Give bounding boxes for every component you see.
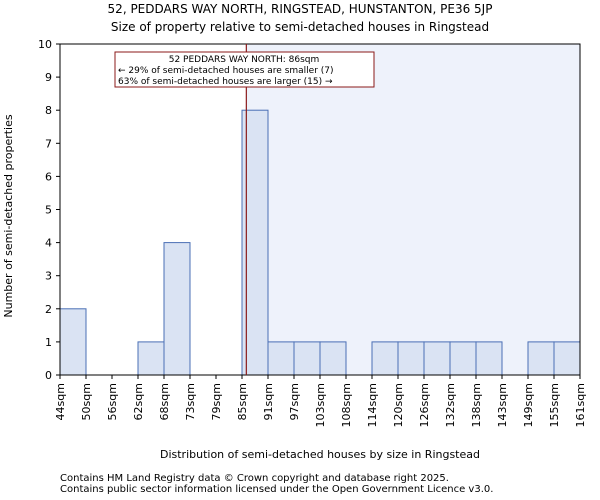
bar-120sqm bbox=[397, 341, 425, 376]
chart-subtitle: Size of property relative to semi-detach… bbox=[110, 20, 490, 34]
x-tick-label-126sqm: 126sqm bbox=[418, 383, 431, 427]
x-tick-label-114sqm: 114sqm bbox=[366, 383, 379, 427]
y-tick-label-5: 5 bbox=[45, 204, 52, 217]
x-tick-label-79sqm: 79sqm bbox=[210, 383, 223, 420]
x-tick-label-44sqm: 44sqm bbox=[54, 383, 67, 420]
y-tick-label-0: 0 bbox=[45, 369, 52, 382]
x-tick-label-68sqm: 68sqm bbox=[158, 383, 171, 420]
y-tick-label-10: 10 bbox=[38, 38, 52, 51]
bar-44sqm bbox=[59, 308, 87, 376]
y-tick-label-8: 8 bbox=[45, 104, 52, 117]
x-tick-label-103sqm: 103sqm bbox=[314, 383, 327, 427]
x-tick-label-97sqm: 97sqm bbox=[288, 383, 301, 420]
y-tick-label-1: 1 bbox=[45, 336, 52, 349]
y-axis-label: Number of semi-detached properties bbox=[2, 114, 15, 317]
x-tick-label-161sqm: 161sqm bbox=[574, 383, 587, 427]
annotation-line-1: 52 PEDDARS WAY NORTH: 86sqm bbox=[169, 55, 320, 65]
bar-97sqm bbox=[293, 341, 321, 376]
annotation-line-2: ← 29% of semi-detached houses are smalle… bbox=[118, 66, 334, 76]
bar-138sqm bbox=[475, 341, 503, 376]
x-tick-label-91sqm: 91sqm bbox=[262, 383, 275, 420]
bar-132sqm bbox=[449, 341, 477, 376]
bar-103sqm bbox=[319, 341, 347, 376]
x-tick-label-120sqm: 120sqm bbox=[392, 383, 405, 427]
x-tick-label-50sqm: 50sqm bbox=[80, 383, 93, 420]
x-axis-label: Distribution of semi-detached houses by … bbox=[160, 448, 480, 461]
x-tick-label-56sqm: 56sqm bbox=[106, 383, 119, 420]
y-tick-label-9: 9 bbox=[45, 71, 52, 84]
annotation-box bbox=[114, 51, 375, 88]
x-tick-label-149sqm: 149sqm bbox=[522, 383, 535, 427]
y-tick-label-6: 6 bbox=[45, 170, 52, 183]
x-tick-label-108sqm: 108sqm bbox=[340, 383, 353, 427]
y-tick-label-4: 4 bbox=[45, 237, 52, 250]
x-tick-label-138sqm: 138sqm bbox=[470, 383, 483, 427]
bar-126sqm bbox=[423, 341, 451, 376]
footer-copyright: Contains HM Land Registry data © Crown c… bbox=[60, 473, 449, 484]
x-tick-label-143sqm: 143sqm bbox=[496, 383, 509, 427]
annotation-line-3: 63% of semi-detached houses are larger (… bbox=[118, 77, 333, 87]
histogram-chart: 0 1 2 3 4 5 6 7 8 9 10 44sqm 50sqm 56sqm 62sqm 68sqm 73s… bbox=[2, 38, 587, 461]
bar-149sqm bbox=[527, 341, 555, 376]
bar-62sqm bbox=[137, 341, 165, 376]
x-tick-label-155sqm: 155sqm bbox=[548, 383, 561, 427]
bar-91sqm bbox=[267, 341, 295, 376]
x-tick-label-73sqm: 73sqm bbox=[184, 383, 197, 420]
x-tick-label-132sqm: 132sqm bbox=[444, 383, 457, 427]
x-tick-label-85sqm: 85sqm bbox=[236, 383, 249, 420]
highlight-region bbox=[246, 44, 581, 375]
bar-155sqm bbox=[553, 341, 581, 376]
x-tick-label-62sqm: 62sqm bbox=[132, 383, 145, 420]
y-tick-label-3: 3 bbox=[45, 270, 52, 283]
footer-licence: Contains public sector information licen… bbox=[60, 484, 494, 495]
y-tick-label-2: 2 bbox=[45, 303, 52, 316]
y-tick-label-7: 7 bbox=[45, 137, 52, 150]
chart-title: 52, PEDDARS WAY NORTH, RINGSTEAD, HUNSTA… bbox=[107, 2, 493, 16]
bar-68sqm bbox=[163, 242, 191, 376]
bar-114sqm bbox=[371, 341, 399, 376]
